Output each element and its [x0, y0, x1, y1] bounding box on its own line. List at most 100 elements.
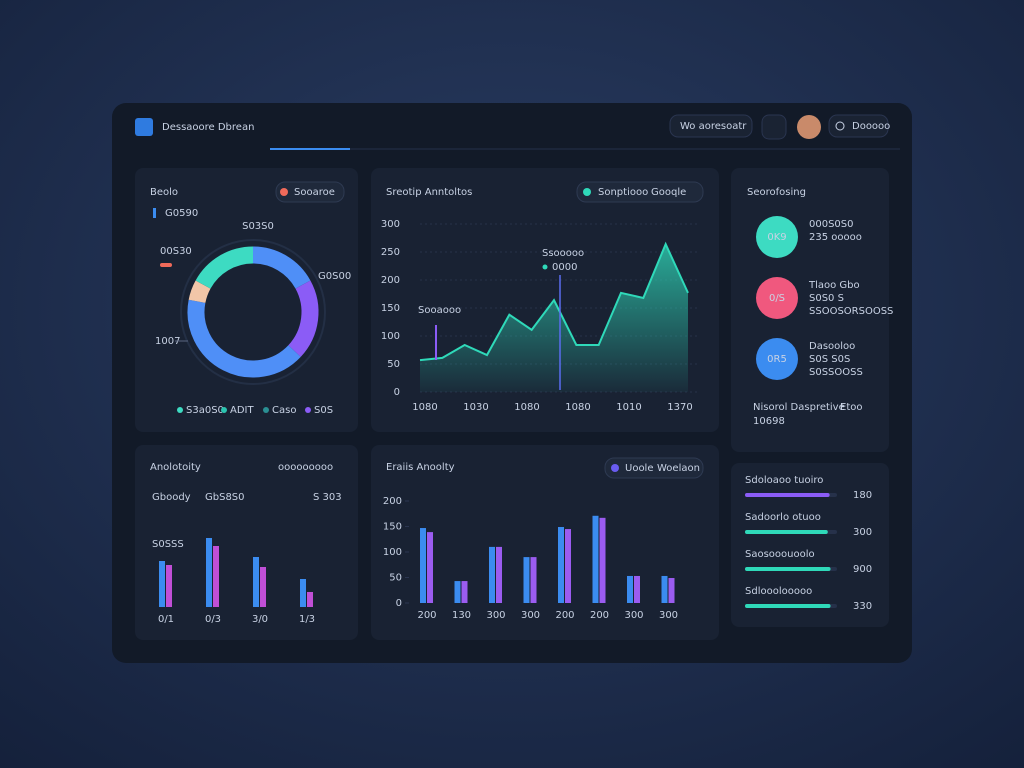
- bar: [206, 538, 212, 607]
- bar: [307, 592, 313, 607]
- bar: [496, 546, 502, 603]
- card: [135, 168, 358, 432]
- score-badge: [756, 277, 798, 319]
- callout: S03S0: [242, 221, 274, 232]
- stat-value: G0590: [165, 208, 198, 219]
- y-tick-label: 100: [383, 547, 402, 558]
- legend-pill[interactable]: [604, 457, 704, 479]
- avatar[interactable]: [797, 115, 821, 139]
- progress-value: 900: [853, 564, 872, 575]
- bar: [523, 557, 530, 603]
- y-tick-label: 50: [387, 359, 400, 370]
- legend-label: Caso: [272, 405, 296, 416]
- badge-label: 0R5: [767, 354, 787, 365]
- legend-label: S3a0S0: [186, 405, 224, 416]
- card-title: Sreotip Anntoltos: [386, 187, 472, 198]
- annotation: Ssooooo: [542, 248, 584, 259]
- bar: [166, 565, 172, 607]
- card-title: Anolotoity: [150, 462, 201, 473]
- footer-value: 10698: [753, 416, 785, 427]
- bar: [634, 575, 640, 603]
- badge-label: 0/S: [769, 293, 785, 304]
- annotation: Sooaooo: [418, 305, 461, 316]
- legend-dot: [221, 407, 227, 413]
- legend-label: Gooqle: [651, 187, 686, 198]
- x-tick-label: 0/3: [205, 614, 221, 625]
- footer-tag: Etoo: [840, 402, 862, 413]
- y-tick-label: 200: [381, 275, 400, 286]
- logo: [135, 118, 153, 136]
- bar: [565, 529, 571, 603]
- legend-dot: [177, 407, 183, 413]
- bar: [461, 581, 468, 603]
- bar: [159, 561, 165, 607]
- y-tick-label: 200: [383, 496, 402, 507]
- tag-pill[interactable]: [275, 181, 345, 203]
- card-title: Eraiis Anoolty: [386, 462, 455, 473]
- menu-button[interactable]: [828, 114, 889, 138]
- bar: [454, 581, 461, 603]
- bar: [627, 575, 633, 603]
- y-tick-label: 0: [394, 387, 400, 398]
- bar: [300, 579, 306, 607]
- area-line: [419, 241, 689, 362]
- menu-icon: [835, 121, 845, 131]
- bar: [592, 515, 599, 603]
- progress-bar: [745, 567, 831, 571]
- x-tick-label: 1080: [565, 402, 590, 413]
- bar: [558, 527, 564, 603]
- progress-label: Sdlooolooooo: [745, 586, 812, 597]
- x-tick-label: 130: [452, 610, 471, 621]
- chart-note: S0SSS: [152, 539, 184, 550]
- score-line: S0SSOOSS: [809, 367, 863, 378]
- bar: [599, 517, 606, 603]
- x-tick-label: 1/3: [299, 614, 315, 625]
- score-badge: [756, 338, 798, 380]
- bar: [427, 532, 433, 603]
- tag-dot: [280, 188, 288, 196]
- donut-segment: [187, 299, 301, 378]
- bar: [260, 567, 266, 607]
- x-tick-label: 1080: [514, 402, 539, 413]
- x-tick-label: 300: [521, 610, 540, 621]
- y-tick-label: 100: [381, 331, 400, 342]
- stat-delta: S 303: [313, 492, 342, 503]
- legend-label: Woelaon: [657, 463, 700, 474]
- x-tick-label: 0/1: [158, 614, 174, 625]
- x-tick-label: 1370: [667, 402, 692, 413]
- annotation-dot: [542, 264, 548, 270]
- card-title: Seorofosing: [747, 187, 806, 198]
- donut-segment: [188, 280, 211, 304]
- bar: [253, 557, 259, 607]
- callout: 1007: [155, 336, 180, 347]
- bar: [420, 528, 426, 603]
- progress-label: Sadoorlo otuoo: [745, 512, 821, 523]
- score-badge: [756, 216, 798, 258]
- y-tick-label: 0: [396, 598, 402, 609]
- donut-segment: [195, 246, 254, 289]
- legend-dot: [611, 464, 619, 472]
- legend-pill[interactable]: [576, 181, 704, 203]
- score-line: 000S0S0: [809, 219, 854, 230]
- donut-halo: [180, 239, 326, 385]
- search-box[interactable]: [669, 114, 753, 138]
- donut-segment: [252, 246, 311, 289]
- card-title: Beolo: [150, 187, 178, 198]
- score-line: SSOOSORSOOSS: [809, 306, 893, 317]
- legend-dot: [263, 407, 269, 413]
- score-line: Dasooloo: [809, 341, 855, 352]
- legend-dot: [305, 407, 311, 413]
- badge-label: 0K9: [767, 232, 786, 243]
- search-placeholder: Wo aoresoatr: [680, 121, 747, 132]
- legend-label: S0S: [314, 405, 333, 416]
- icon-button[interactable]: [761, 114, 787, 140]
- callout: 00S30: [160, 246, 192, 257]
- callout-marker: [160, 263, 172, 267]
- x-tick-label: 1010: [616, 402, 641, 413]
- progress-value: 180: [853, 490, 872, 501]
- stat-value: GbS8S0: [205, 492, 245, 503]
- bar: [530, 557, 537, 603]
- x-tick-label: 200: [417, 610, 436, 621]
